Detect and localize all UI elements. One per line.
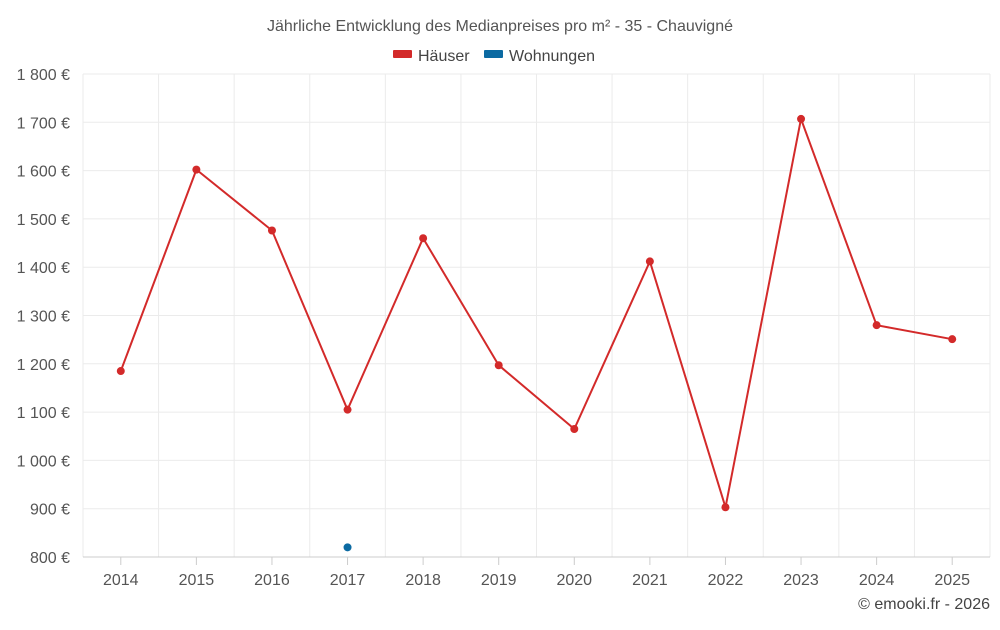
x-tick-label: 2024 (859, 572, 895, 589)
y-tick-label: 1 800 € (17, 67, 70, 84)
legend-label-haeuser: Häuser (418, 48, 470, 65)
legend-item-wohnungen[interactable]: Wohnungen (484, 48, 595, 65)
legend-label-wohnungen: Wohnungen (509, 48, 595, 65)
x-tick-label: 2022 (708, 572, 744, 589)
data-point-haeuser-2017[interactable] (343, 405, 352, 414)
data-point-haeuser-2019[interactable] (494, 361, 503, 370)
x-tick-label: 2017 (330, 572, 366, 589)
legend-swatch-haeuser (393, 50, 412, 58)
series-line-haeuser (119, 117, 953, 509)
data-point-haeuser-2020[interactable] (570, 425, 579, 434)
data-point-wohnungen-2017[interactable] (343, 543, 352, 552)
chart-title: Jährliche Entwicklung des Medianpreises … (267, 18, 733, 35)
legend-swatch-wohnungen (484, 50, 503, 58)
data-point-haeuser-2018[interactable] (419, 234, 428, 243)
data-point-haeuser-2021[interactable] (645, 257, 654, 266)
x-tick-label: 2019 (481, 572, 517, 589)
data-point-haeuser-2022[interactable] (721, 503, 730, 512)
legend: Häuser Wohnungen (393, 48, 595, 65)
x-axis: 2014 2015 2016 2017 2018 2019 2020 2021 2022 2023… (83, 556, 990, 589)
y-tick-label: 1 300 € (17, 309, 70, 326)
x-tick-label: 2015 (179, 572, 215, 589)
data-point-haeuser-2025[interactable] (948, 335, 957, 344)
data-point-haeuser-2015[interactable] (192, 165, 201, 174)
x-tick-label: 2020 (556, 572, 592, 589)
y-tick-label: 1 400 € (17, 260, 70, 277)
y-tick-label: 1 200 € (17, 357, 70, 374)
y-tick-label: 1 600 € (17, 164, 70, 181)
x-tick-label: 2018 (405, 572, 441, 589)
x-tick-label: 2021 (632, 572, 668, 589)
y-tick-label: 1 000 € (17, 453, 70, 470)
x-tick-label: 2014 (103, 572, 139, 589)
y-tick-label: 800 € (30, 550, 70, 567)
data-point-haeuser-2023[interactable] (797, 114, 806, 123)
x-tick-label: 2025 (934, 572, 970, 589)
series-layer (116, 114, 957, 552)
credit-text: © emooki.fr - 2026 (858, 596, 990, 613)
y-tick-label: 1 100 € (17, 405, 70, 422)
x-tick-label: 2023 (783, 572, 819, 589)
y-tick-label: 1 700 € (17, 115, 70, 132)
y-axis: 800 € 900 € 1 000 € 1 100 € 1 200 € 1 300 € 1 … (17, 67, 70, 567)
x-tick-label: 2016 (254, 572, 290, 589)
legend-item-haeuser[interactable]: Häuser (393, 48, 470, 65)
y-tick-label: 900 € (30, 502, 70, 519)
grid (82, 73, 991, 557)
y-tick-label: 1 500 € (17, 212, 70, 229)
data-point-haeuser-2024[interactable] (872, 321, 881, 330)
data-point-haeuser-2016[interactable] (267, 226, 276, 235)
data-point-haeuser-2014[interactable] (116, 367, 125, 376)
